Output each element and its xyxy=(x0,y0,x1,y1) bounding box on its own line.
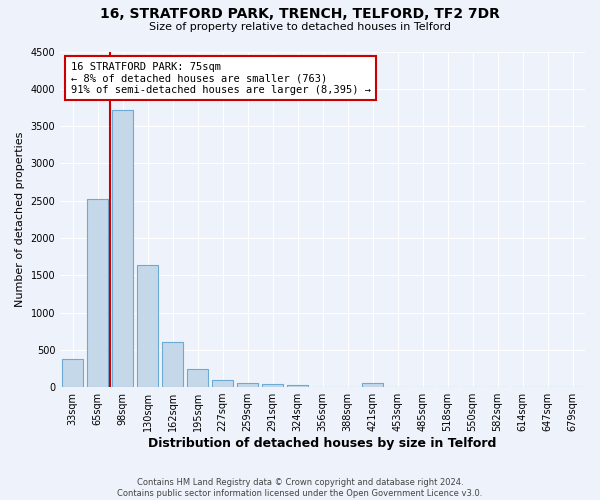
Bar xyxy=(212,380,233,387)
Bar xyxy=(362,382,383,387)
Bar xyxy=(162,342,183,387)
Bar xyxy=(62,358,83,387)
Text: 16, STRATFORD PARK, TRENCH, TELFORD, TF2 7DR: 16, STRATFORD PARK, TRENCH, TELFORD, TF2… xyxy=(100,8,500,22)
Text: Contains HM Land Registry data © Crown copyright and database right 2024.
Contai: Contains HM Land Registry data © Crown c… xyxy=(118,478,482,498)
Bar xyxy=(262,384,283,387)
X-axis label: Distribution of detached houses by size in Telford: Distribution of detached houses by size … xyxy=(148,437,497,450)
Bar xyxy=(137,265,158,387)
Y-axis label: Number of detached properties: Number of detached properties xyxy=(15,132,25,307)
Bar xyxy=(187,369,208,387)
Bar xyxy=(237,382,258,387)
Bar xyxy=(87,199,108,387)
Bar xyxy=(287,385,308,387)
Text: Size of property relative to detached houses in Telford: Size of property relative to detached ho… xyxy=(149,22,451,32)
Bar xyxy=(112,110,133,387)
Text: 16 STRATFORD PARK: 75sqm
← 8% of detached houses are smaller (763)
91% of semi-d: 16 STRATFORD PARK: 75sqm ← 8% of detache… xyxy=(71,62,371,95)
